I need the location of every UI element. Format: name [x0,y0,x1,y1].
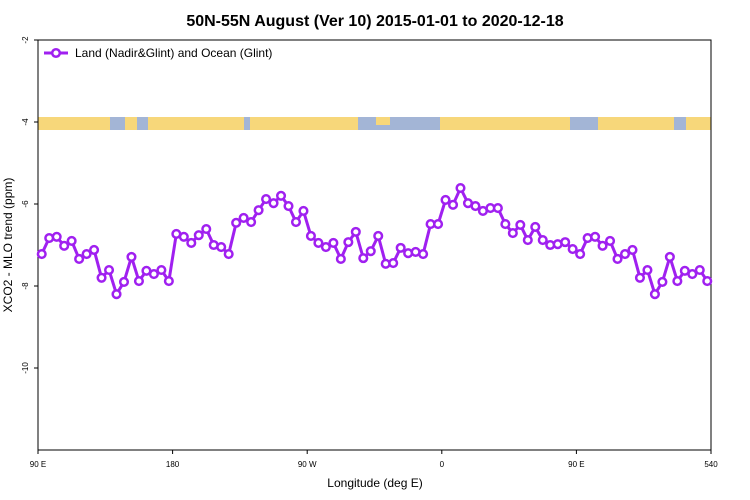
point [433,219,444,230]
point [575,248,586,260]
point [702,276,713,287]
point [515,219,526,230]
point [178,231,189,242]
y-tick-label: -2 [21,36,30,44]
point [268,198,279,209]
point [275,190,287,201]
point [313,237,324,248]
x-tick-label: 90 E [30,460,46,469]
point [193,230,204,241]
point [492,203,503,214]
point [642,264,653,276]
point [388,257,399,269]
x-axis-label: Longitude (deg E) [327,476,422,490]
point [36,248,47,260]
point [66,235,77,246]
point [111,289,122,300]
point [216,242,227,253]
point [522,235,533,246]
point [470,201,481,212]
point [365,246,376,257]
y-tick-label: -6 [21,200,30,208]
point [261,194,272,205]
point [328,237,339,248]
point [612,253,623,264]
point [447,199,459,210]
x-tick-label: 180 [166,460,180,469]
point [418,248,429,260]
y-tick-label: -10 [21,362,30,374]
point [500,219,511,230]
point [672,276,683,287]
x-tick-label: 0 [440,460,445,469]
point [246,216,257,228]
point [126,251,137,262]
x-tick-label: 540 [704,460,718,469]
map-strip [38,117,711,130]
point [320,242,331,253]
point [156,264,167,276]
point [89,244,100,255]
legend-label: Land (Nadir&Glint) and Ocean (Glint) [75,46,272,60]
point [507,228,518,239]
point [335,253,346,264]
point [664,251,675,262]
point [395,242,406,253]
point [133,276,144,287]
legend: Land (Nadir&Glint) and Ocean (Glint) [44,46,272,60]
point [148,269,159,280]
point [605,235,616,246]
point [305,230,316,242]
point [634,272,646,283]
point [231,217,242,228]
point [298,205,309,217]
point [627,244,638,255]
point [537,235,548,246]
point [619,248,631,260]
point [238,212,249,223]
x-tick-label: 90 E [568,460,584,469]
point [455,182,466,194]
point [253,205,264,216]
point [657,276,668,287]
point [358,253,369,264]
point [373,230,384,242]
point [163,276,174,287]
point [201,223,212,235]
point [283,201,294,212]
point [560,237,571,248]
point [440,194,451,205]
point [118,276,130,287]
point [590,231,601,242]
y-tick-label: -8 [21,282,30,290]
point [649,289,660,300]
x-tick-label: 90 W [298,460,317,469]
point [103,264,115,276]
point [59,240,70,251]
point [74,253,85,264]
point [81,248,92,260]
y-axis-label: XCO2 - MLO trend (ppm) [1,178,15,313]
y-tick-label: -4 [21,118,30,126]
point [186,237,197,248]
plot-frame [37,39,712,451]
point [597,240,608,251]
point [350,226,361,237]
point [343,237,354,248]
chart-title: 50N-55N August (Ver 10) 2015-01-01 to 20… [186,13,563,30]
point [530,221,541,233]
point [96,272,107,283]
legend-marker [50,47,62,59]
point [694,264,705,276]
point [51,231,62,242]
point [687,269,698,280]
point [567,244,578,255]
point [290,216,302,228]
point [223,248,234,260]
